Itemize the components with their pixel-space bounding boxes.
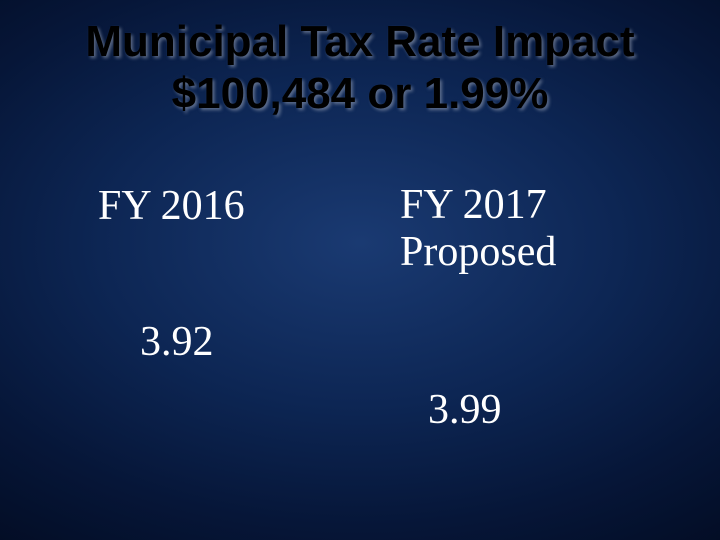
column-1-header: FY 2016 [98,182,245,230]
column-2-header: FY 2017 Proposed [400,182,556,276]
title-line-2: $100,484 or 1.99% [172,69,549,118]
title-line-1: Municipal Tax Rate Impact [85,17,634,66]
column-2-value: 3.99 [428,386,502,434]
column-1-value: 3.92 [140,318,214,366]
column-2-header-line-1: FY 2017 [400,182,547,228]
column-2-header-line-2: Proposed [400,229,556,275]
slide-title: Municipal Tax Rate Impact $100,484 or 1.… [0,16,720,120]
